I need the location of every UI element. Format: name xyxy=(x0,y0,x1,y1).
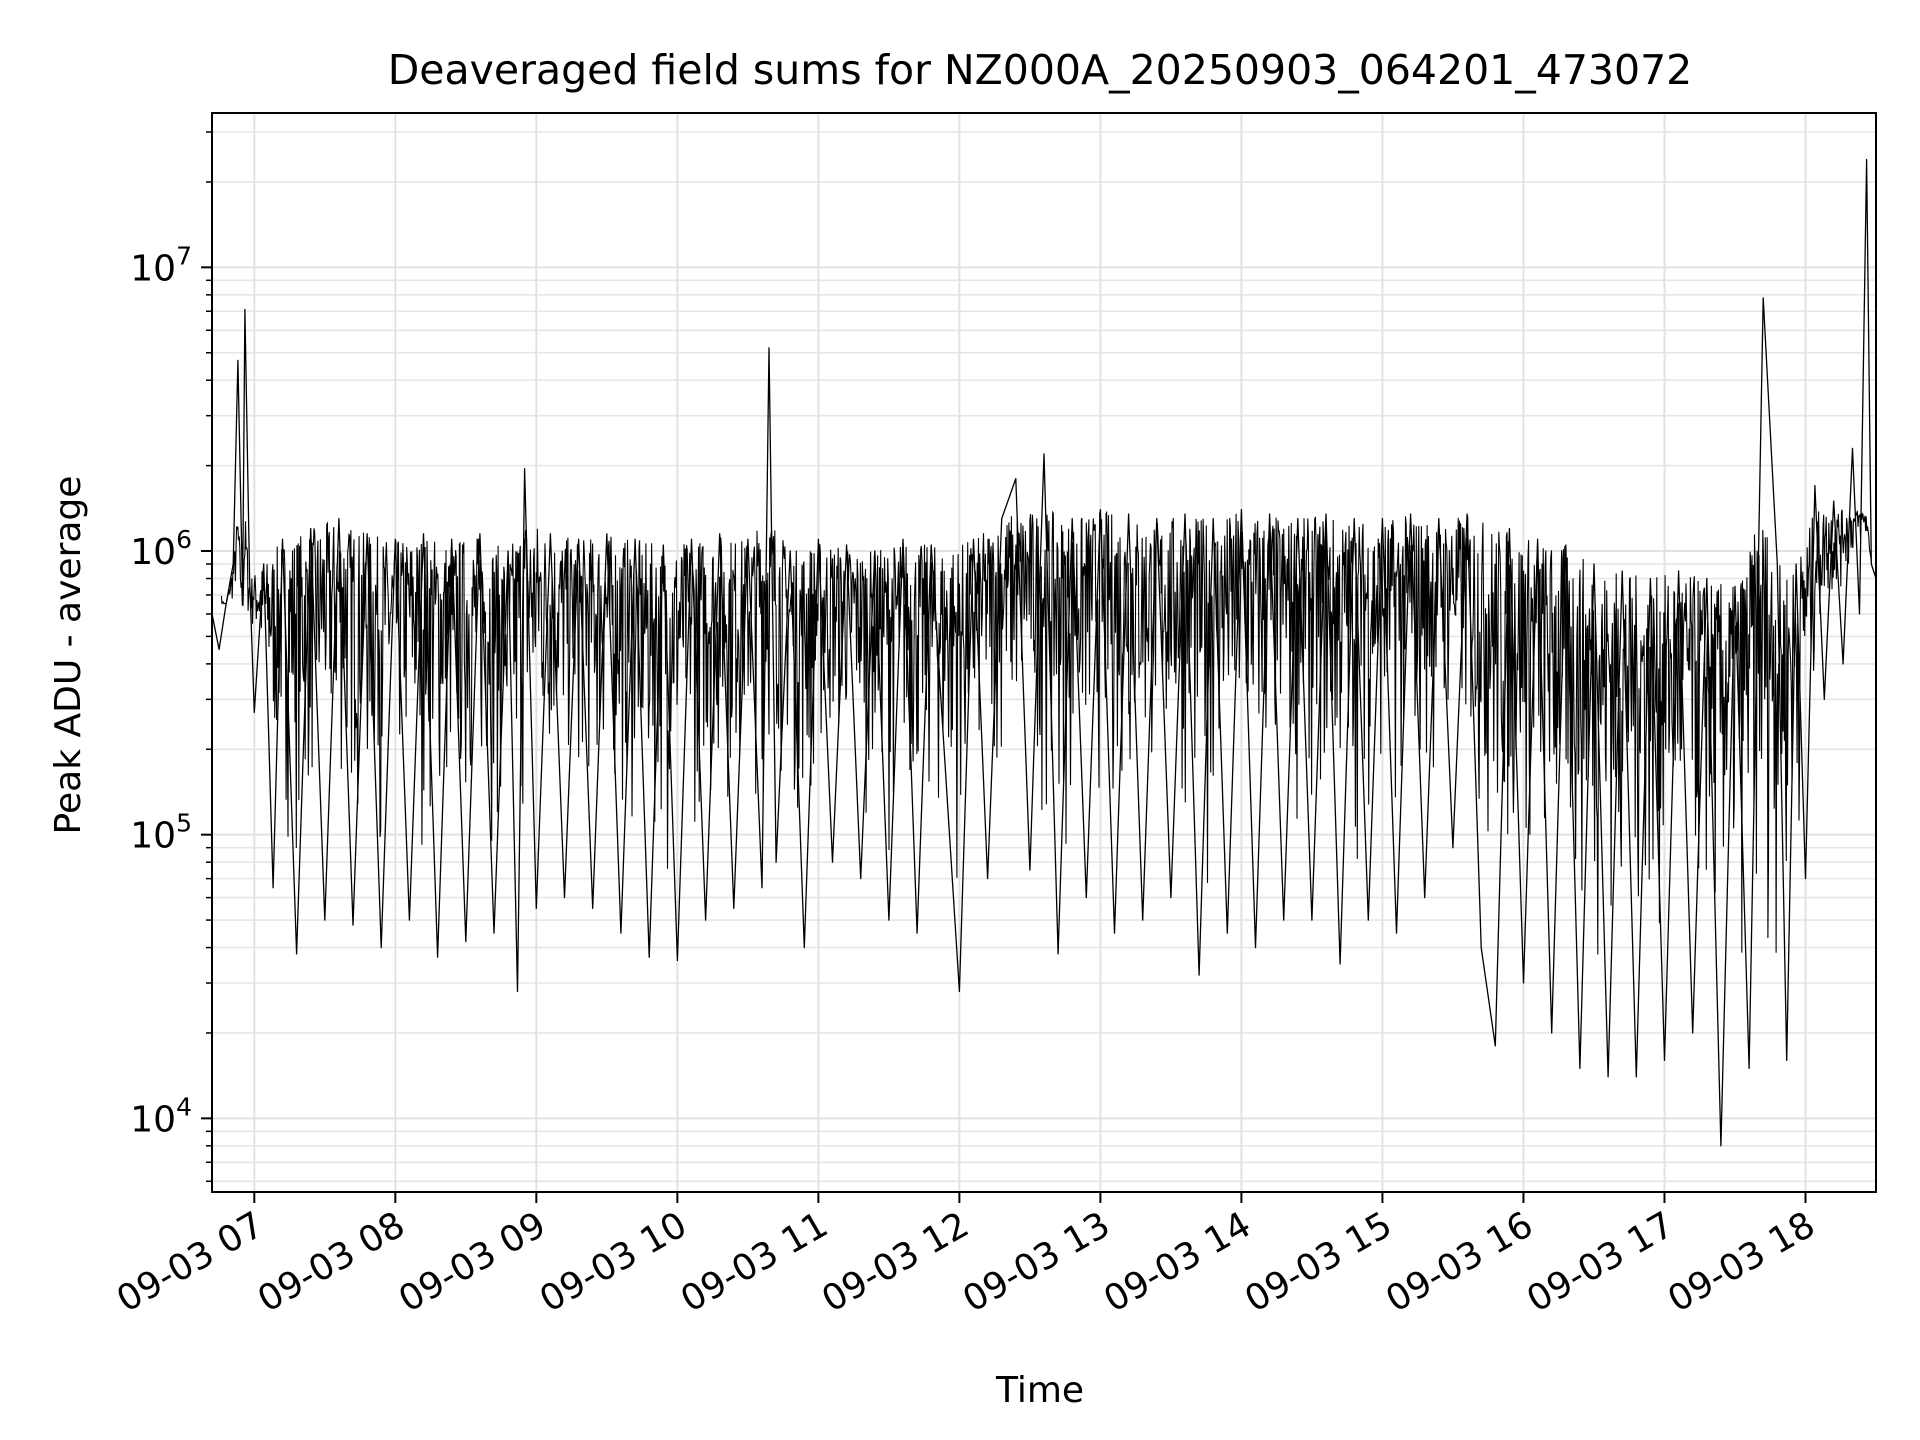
y-tick-label: 107 xyxy=(130,241,192,289)
y-tick-label: 106 xyxy=(130,525,192,573)
y-tick-label: 105 xyxy=(130,809,192,857)
series-line xyxy=(211,158,1877,1147)
grid-major xyxy=(212,113,1876,1192)
x-axis-label: Time xyxy=(995,1370,1084,1411)
y-axis-ticks: 104 105 106 107 xyxy=(130,131,212,1183)
chart-title: Deaveraged field sums for NZ000A_2025090… xyxy=(388,46,1693,94)
series-noise-texture xyxy=(220,509,1872,955)
grid-minor xyxy=(212,131,1876,1183)
y-axis-label: Peak ADU - average xyxy=(48,476,89,835)
y-tick-label: 104 xyxy=(130,1092,192,1140)
series-noise-path xyxy=(220,509,1872,955)
plot-frame xyxy=(211,112,1877,1193)
